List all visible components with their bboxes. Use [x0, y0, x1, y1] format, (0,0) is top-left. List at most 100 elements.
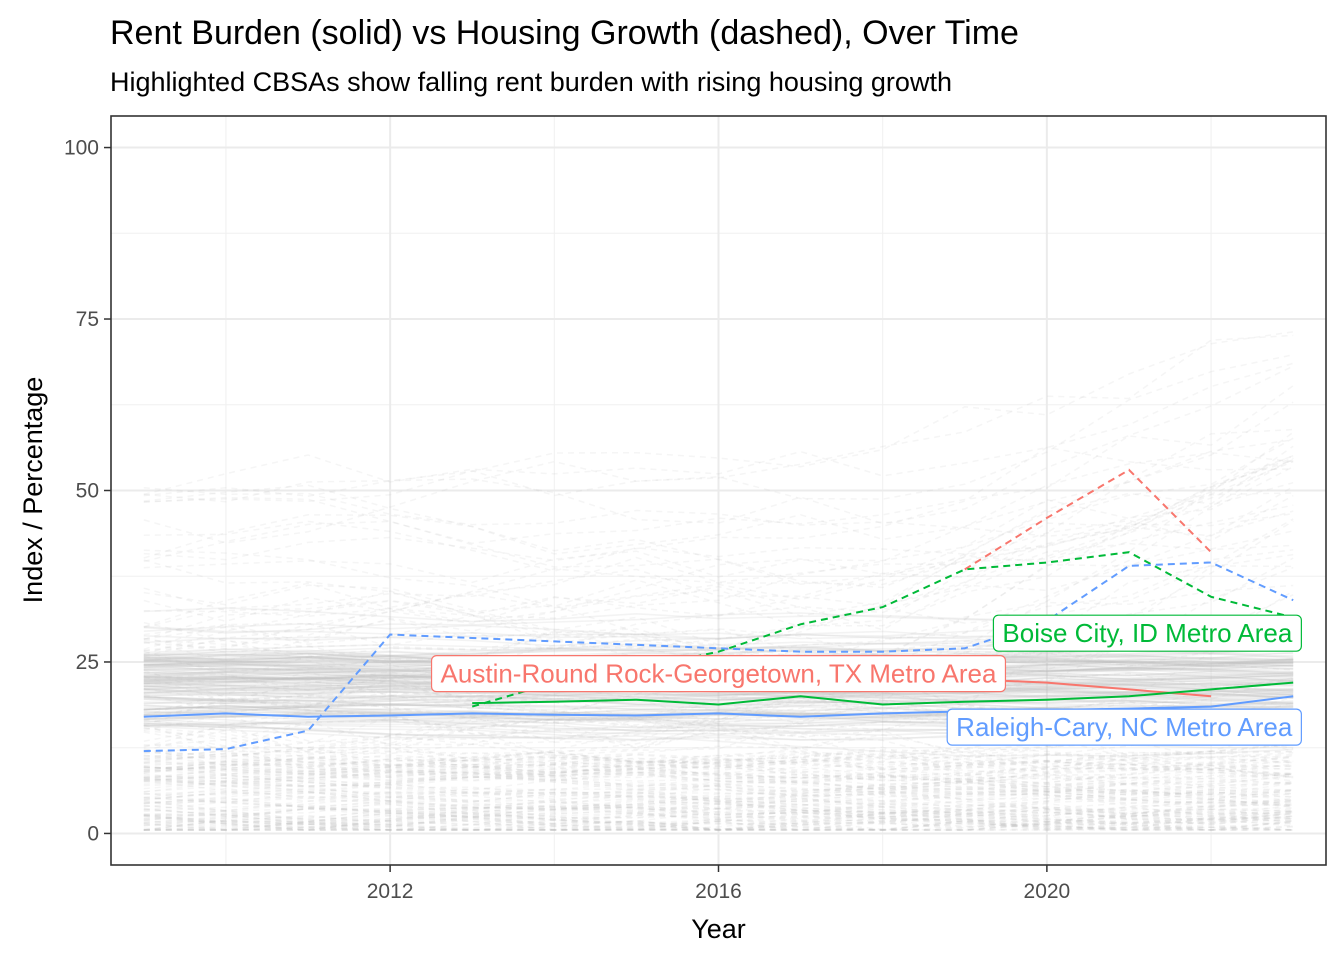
background-housing-growth-line — [143, 774, 1294, 800]
background-housing-growth-line — [143, 797, 1294, 822]
background-housing-growth-line — [143, 751, 1294, 775]
background-housing-growth-line — [143, 751, 1294, 777]
background-housing-growth-line — [143, 795, 1294, 819]
background-housing-growth-line — [143, 810, 1294, 831]
x-axis-title: Year — [691, 914, 746, 944]
background-housing-growth-line — [143, 811, 1294, 831]
background-housing-growth-line — [143, 792, 1294, 831]
background-housing-growth-line — [143, 437, 1294, 584]
background-housing-growth-line — [143, 764, 1294, 794]
background-housing-growth-line — [143, 761, 1294, 790]
background-housing-growth-line — [143, 451, 1294, 559]
background-housing-growth-line — [143, 758, 1294, 818]
background-rent-burden-line — [143, 720, 1294, 757]
background-housing-growth-line — [143, 781, 1294, 811]
background-housing-growth-line — [143, 756, 1294, 786]
background-housing-growth-line — [143, 743, 1294, 766]
background-housing-growth-line — [143, 803, 1294, 831]
background-housing-growth-line — [143, 504, 1294, 715]
background-rent-burden-line — [143, 685, 1294, 702]
background-rent-burden-line — [143, 671, 1294, 702]
housing-growth-line-raleigh-cary-nc-metro-area — [143, 561, 1294, 753]
series-label-box — [430, 655, 1007, 693]
series-label-box — [946, 708, 1302, 746]
background-rent-burden-line — [143, 645, 1294, 662]
background-housing-growth-line — [143, 747, 1294, 780]
background-housing-growth-line — [143, 767, 1294, 794]
background-rent-burden-line — [143, 693, 1294, 706]
background-housing-growth-line — [143, 766, 1294, 789]
background-housing-growth-line — [143, 455, 1294, 672]
background-housing-growth-line — [143, 717, 1294, 761]
y-tick-label: 0 — [87, 822, 99, 845]
background-housing-growth-line — [143, 671, 1294, 763]
series-label-boise-city-id-metro-area: Boise City, ID Metro Area — [992, 614, 1302, 652]
background-housing-growth-line — [143, 459, 1294, 654]
background-housing-growth-line — [143, 460, 1294, 650]
background-housing-growth-line — [143, 807, 1294, 831]
series-label-austin-round-rock-georgetown-tx-metro-area: Austin-Round Rock-Georgetown, TX Metro A… — [430, 655, 1007, 693]
x-tick-label: 2020 — [1024, 880, 1071, 903]
background-housing-growth-line — [143, 763, 1294, 800]
background-rent-burden-line — [143, 686, 1294, 701]
background-housing-growth-line — [143, 790, 1294, 812]
background-housing-growth-line — [143, 457, 1294, 586]
series-label-text: Austin-Round Rock-Georgetown, TX Metro A… — [441, 659, 997, 689]
background-housing-growth-line — [143, 746, 1294, 779]
background-housing-growth-line — [143, 787, 1294, 831]
background-housing-growth-line — [143, 798, 1294, 820]
background-housing-growth-line — [143, 446, 1294, 562]
gridlines — [111, 116, 1326, 865]
background-housing-growth-line — [143, 809, 1294, 831]
background-housing-growth-line — [143, 811, 1294, 831]
plot-panel: Austin-Round Rock-Georgetown, TX Metro A… — [110, 115, 1327, 866]
background-housing-growth-line — [143, 354, 1294, 544]
background-housing-growth-line — [143, 764, 1294, 794]
background-housing-growth-line — [143, 622, 1294, 725]
background-housing-growth-line — [143, 439, 1294, 617]
x-tick-label: 2012 — [367, 880, 414, 903]
series-labels: Austin-Round Rock-Georgetown, TX Metro A… — [430, 614, 1302, 746]
background-housing-growth-line — [143, 810, 1294, 831]
chart-title: Rent Burden (solid) vs Housing Growth (d… — [110, 14, 1019, 52]
background-housing-growth-line — [143, 777, 1294, 831]
background-housing-growth-line — [143, 819, 1294, 831]
chart-subtitle: Highlighted CBSAs show falling rent burd… — [110, 67, 952, 97]
background-housing-growth-line — [143, 803, 1294, 823]
background-housing-growth-line — [143, 749, 1294, 777]
background-housing-growth-line — [143, 676, 1294, 763]
background-rent-burden-line — [143, 688, 1294, 708]
background-housing-growth-line — [143, 635, 1294, 755]
background-housing-growth-line — [143, 764, 1294, 792]
background-housing-growth-line — [143, 815, 1294, 831]
background-rent-burden-line — [143, 703, 1294, 719]
background-housing-growth-line — [143, 793, 1294, 819]
rent-burden-line-boise-city-id-metro-area — [472, 681, 1294, 706]
background-housing-growth-line — [143, 773, 1294, 793]
y-tick-label: 50 — [76, 480, 99, 503]
background-housing-growth-line — [143, 334, 1294, 503]
background-housing-growth-line — [143, 748, 1294, 779]
background-housing-growth-line — [143, 801, 1294, 831]
background-rent-burden-line — [143, 696, 1294, 725]
background-housing-growth-line — [143, 800, 1294, 826]
background-housing-growth-line — [143, 481, 1294, 651]
background-housing-growth-line — [143, 671, 1294, 760]
background-rent-burden-line — [143, 691, 1294, 705]
background-housing-growth-line — [143, 781, 1294, 804]
background-housing-growth-line — [143, 768, 1294, 806]
background-rent-burden-line — [143, 688, 1294, 699]
background-housing-growth-line — [143, 796, 1294, 820]
background-housing-growth-line — [143, 766, 1294, 791]
background-housing-growth-line — [143, 542, 1294, 752]
background-housing-growth-line — [143, 811, 1294, 831]
background-rent-burden-line — [143, 647, 1294, 667]
background-housing-growth-line — [143, 818, 1294, 831]
background-housing-growth-line — [143, 814, 1294, 831]
background-housing-growth-line — [143, 750, 1294, 781]
background-housing-growth-line — [143, 401, 1294, 619]
background-housing-growth-line — [143, 725, 1294, 766]
background-housing-growth-line — [143, 782, 1294, 824]
background-housing-growth-line — [143, 494, 1294, 628]
background-housing-growth-line — [143, 814, 1294, 831]
